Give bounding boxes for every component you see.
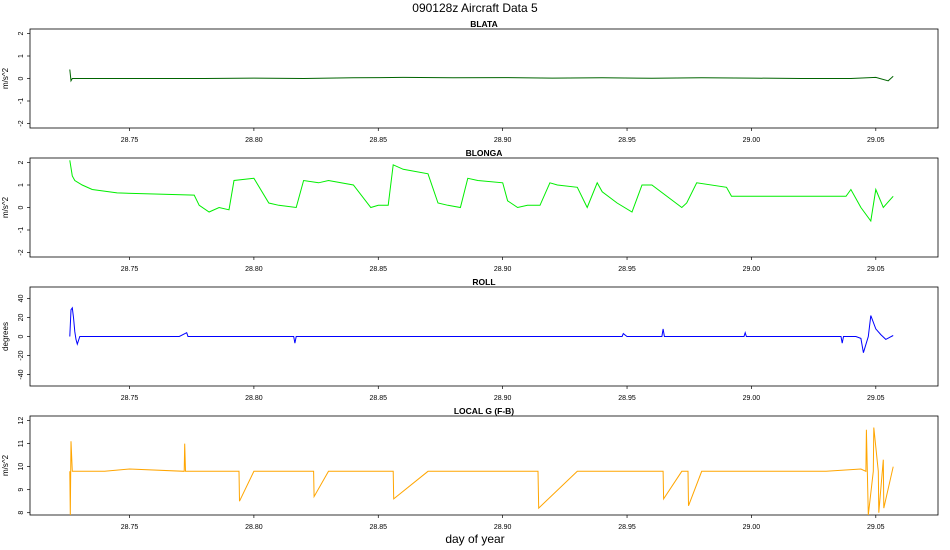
panel-0: BLATA m/s^2 -2 -1 0 1 2 28.75 28.80 28.85 28.90 28.… <box>1 19 939 144</box>
y-tick-label: 11 <box>18 440 25 447</box>
x-tick-label: 28.85 <box>370 395 388 402</box>
x-tick-label: 28.80 <box>245 266 263 273</box>
x-tick-label: 28.90 <box>494 524 512 531</box>
y-tick-label: 12 <box>18 417 25 425</box>
x-tick-label: 28.85 <box>370 266 388 273</box>
series-line <box>69 69 894 83</box>
x-tick-label: 28.85 <box>370 137 388 144</box>
x-tick-label: 28.95 <box>618 524 636 531</box>
y-tick-label: 10 <box>18 463 25 471</box>
y-tick-label: 9 <box>18 488 25 492</box>
x-tick-label: 28.80 <box>245 395 263 402</box>
y-tick-label: 2 <box>18 160 25 164</box>
y-axis-label: degrees <box>1 322 10 351</box>
x-tick-label: 28.90 <box>494 395 512 402</box>
x-tick-label: 28.80 <box>245 524 263 531</box>
x-tick-label: 28.95 <box>618 266 636 273</box>
series-line <box>69 160 894 223</box>
y-tick-label: -40 <box>18 369 25 379</box>
x-tick-label: 28.90 <box>494 137 512 144</box>
x-tick-label: 28.90 <box>494 266 512 273</box>
panel-3: LOCAL G (F-B) m/s^2 8 9 10 11 12 28.75 28.80 28.8… <box>1 406 939 531</box>
panel-1: BLONGA m/s^2 -2 -1 0 1 2 28.75 28.80 28.85 28.90 28… <box>1 148 939 273</box>
y-tick-label: 8 <box>18 511 25 515</box>
x-tick-label: 28.95 <box>618 137 636 144</box>
x-tick-label: 29.05 <box>867 395 885 402</box>
y-tick-label: 20 <box>18 313 25 321</box>
x-tick-label: 28.85 <box>370 524 388 531</box>
y-tick-label: -1 <box>18 227 25 233</box>
y-tick-label: -20 <box>18 350 25 360</box>
series-line <box>69 427 894 516</box>
y-tick-label: 0 <box>18 334 25 338</box>
panel-title: BLATA <box>470 19 498 29</box>
x-tick-label: 29.00 <box>743 524 761 531</box>
x-tick-label: 29.05 <box>867 137 885 144</box>
y-tick-label: 1 <box>18 54 25 58</box>
panel-2: ROLL degrees -40 -20 0 20 40 28.75 28.80 28.85 28.… <box>1 277 939 402</box>
panel-title: BLONGA <box>466 148 503 158</box>
x-tick-label: 29.05 <box>867 266 885 273</box>
y-axis-label: m/s^2 <box>1 196 10 218</box>
x-tick-label: 28.75 <box>121 266 139 273</box>
y-tick-label: 1 <box>18 183 25 187</box>
x-tick-label: 29.05 <box>867 524 885 531</box>
y-tick-label: -2 <box>18 249 25 255</box>
y-tick-label: 2 <box>18 31 25 35</box>
panel-frame <box>29 415 939 516</box>
y-tick-label: -1 <box>18 98 25 104</box>
x-tick-label: 28.75 <box>121 524 139 531</box>
y-axis-label: m/s^2 <box>1 67 10 89</box>
x-tick-label: 28.80 <box>245 137 263 144</box>
x-tick-label: 28.75 <box>121 395 139 402</box>
y-tick-label: 40 <box>18 294 25 302</box>
panel-title: ROLL <box>472 277 495 287</box>
series-line <box>69 306 894 353</box>
panel-frame <box>29 157 939 258</box>
y-tick-label: -2 <box>18 120 25 126</box>
y-axis-label: m/s^2 <box>1 454 10 476</box>
x-tick-label: 29.00 <box>743 266 761 273</box>
y-tick-label: 0 <box>18 205 25 209</box>
panel-title: LOCAL G (F-B) <box>454 406 514 416</box>
x-tick-label: 28.95 <box>618 395 636 402</box>
page-title: 090128z Aircraft Data 5 <box>412 1 538 15</box>
x-tick-label: 29.00 <box>743 395 761 402</box>
y-tick-label: 0 <box>18 76 25 80</box>
x-axis-label: day of year <box>445 532 505 546</box>
x-tick-label: 29.00 <box>743 137 761 144</box>
x-tick-label: 28.75 <box>121 137 139 144</box>
